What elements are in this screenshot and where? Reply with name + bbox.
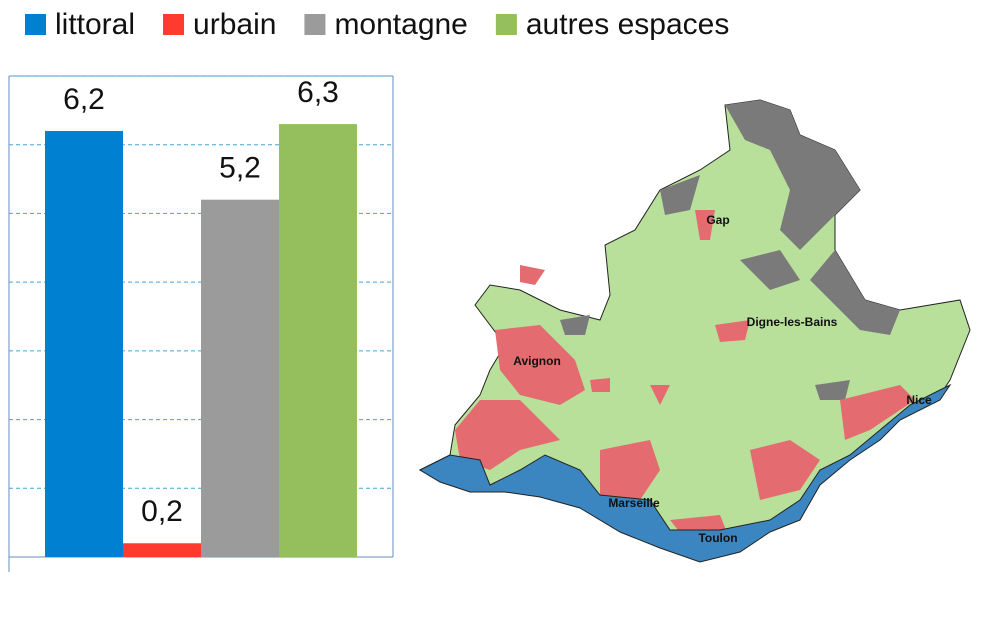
legend-label: urbain (193, 8, 276, 41)
legend-label: montagne (334, 8, 467, 41)
legend-swatch (25, 14, 46, 35)
map: Gap Digne-les-Bains Avignon Nice Marseil… (418, 99, 971, 563)
city-label: Toulon (698, 531, 737, 545)
value-label: 0,2 (141, 495, 183, 528)
legend-swatch (163, 14, 185, 35)
city-label: Marseille (608, 496, 660, 510)
legend-swatch (304, 14, 326, 35)
value-label: 6,3 (297, 76, 339, 109)
value-label: 5,2 (219, 152, 261, 185)
urban-areas (455, 210, 915, 545)
mountain-areas (560, 100, 900, 400)
bar (201, 199, 279, 557)
bar (45, 130, 123, 557)
value-label: 6,2 (63, 83, 105, 116)
legend-label: littoral (55, 8, 135, 41)
city-label: Nice (906, 393, 932, 407)
city-label: Gap (706, 213, 729, 227)
legend-swatch (495, 14, 517, 35)
city-label: Digne-les-Bains (747, 315, 838, 329)
bar (123, 543, 201, 557)
legend-label: autres espaces (526, 8, 729, 41)
city-label: Avignon (513, 354, 561, 368)
coast-areas (418, 383, 952, 563)
bar (279, 124, 357, 557)
